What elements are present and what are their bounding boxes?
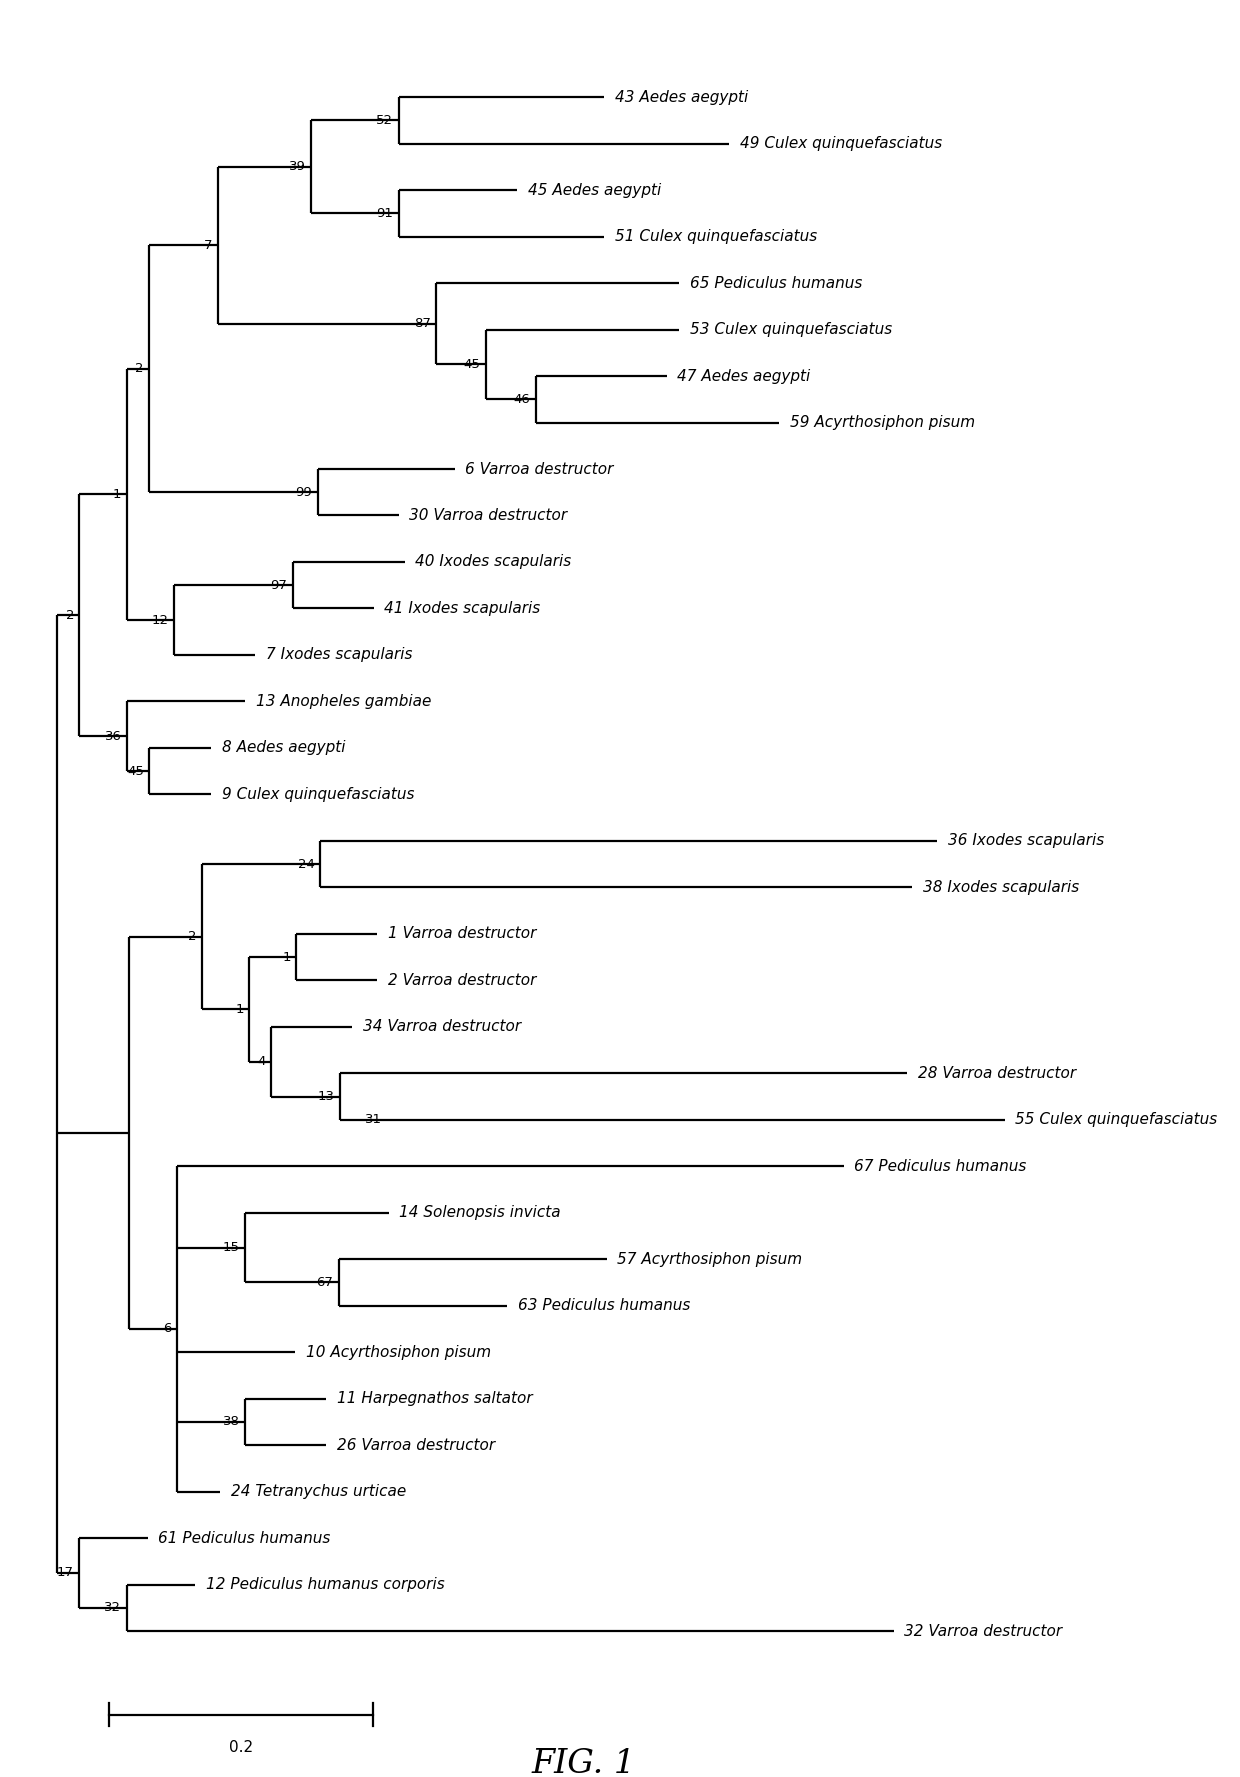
Text: 17: 17 (57, 1567, 74, 1580)
Text: 13 Anopheles gambiae: 13 Anopheles gambiae (255, 693, 432, 709)
Text: 61 Pediculus humanus: 61 Pediculus humanus (159, 1530, 331, 1546)
Text: 65 Pediculus humanus: 65 Pediculus humanus (689, 275, 862, 291)
Text: 6 Varroa destructor: 6 Varroa destructor (465, 462, 614, 476)
Text: 9 Culex quinquefasciatus: 9 Culex quinquefasciatus (222, 787, 414, 801)
Text: 63 Pediculus humanus: 63 Pediculus humanus (517, 1299, 689, 1313)
Text: 24: 24 (298, 858, 315, 871)
Text: 97: 97 (270, 579, 288, 592)
Text: 0.2: 0.2 (229, 1740, 253, 1756)
Text: 43 Aedes aegypti: 43 Aedes aegypti (615, 89, 748, 105)
Text: 7 Ixodes scapularis: 7 Ixodes scapularis (265, 647, 412, 663)
Text: FIG. 1: FIG. 1 (532, 1749, 636, 1777)
Text: 57 Acyrthosiphon pisum: 57 Acyrthosiphon pisum (618, 1251, 802, 1267)
Text: 46: 46 (513, 393, 531, 405)
Text: 4: 4 (258, 1056, 267, 1068)
Text: 39: 39 (289, 160, 306, 174)
Text: 99: 99 (295, 485, 312, 499)
Text: 11 Harpegnathos saltator: 11 Harpegnathos saltator (337, 1391, 532, 1406)
Text: 12 Pediculus humanus corporis: 12 Pediculus humanus corporis (206, 1578, 445, 1592)
Text: 34 Varroa destructor: 34 Varroa destructor (363, 1020, 521, 1034)
Text: 6: 6 (162, 1322, 171, 1336)
Text: 55 Culex quinquefasciatus: 55 Culex quinquefasciatus (1016, 1112, 1218, 1127)
Text: 14 Solenopsis invicta: 14 Solenopsis invicta (399, 1205, 560, 1221)
Text: 59 Acyrthosiphon pisum: 59 Acyrthosiphon pisum (790, 416, 975, 430)
Text: 2: 2 (187, 929, 196, 944)
Text: 36 Ixodes scapularis: 36 Ixodes scapularis (947, 833, 1104, 848)
Text: 36: 36 (104, 730, 122, 743)
Text: 32 Varroa destructor: 32 Varroa destructor (904, 1624, 1063, 1638)
Text: 15: 15 (223, 1240, 239, 1255)
Text: 28 Varroa destructor: 28 Varroa destructor (918, 1066, 1076, 1080)
Text: 45: 45 (126, 764, 144, 778)
Text: 41 Ixodes scapularis: 41 Ixodes scapularis (384, 601, 541, 617)
Text: 52: 52 (376, 114, 393, 126)
Text: 38 Ixodes scapularis: 38 Ixodes scapularis (923, 880, 1079, 896)
Text: 32: 32 (104, 1601, 122, 1614)
Text: 1: 1 (283, 951, 291, 963)
Text: 87: 87 (414, 318, 430, 331)
Text: 7: 7 (203, 238, 212, 252)
Text: 1: 1 (113, 489, 122, 501)
Text: 67 Pediculus humanus: 67 Pediculus humanus (854, 1159, 1027, 1175)
Text: 2 Varroa destructor: 2 Varroa destructor (388, 972, 536, 988)
Text: 2: 2 (66, 610, 74, 622)
Text: 30 Varroa destructor: 30 Varroa destructor (409, 508, 567, 522)
Text: 49 Culex quinquefasciatus: 49 Culex quinquefasciatus (739, 137, 942, 151)
Text: 91: 91 (377, 206, 393, 220)
Text: 1 Varroa destructor: 1 Varroa destructor (388, 926, 536, 942)
Text: 26 Varroa destructor: 26 Varroa destructor (337, 1438, 495, 1452)
Text: 12: 12 (151, 613, 169, 627)
Text: 2: 2 (135, 363, 144, 375)
Text: 10 Acyrthosiphon pisum: 10 Acyrthosiphon pisum (305, 1345, 491, 1359)
Text: 45 Aedes aegypti: 45 Aedes aegypti (527, 183, 661, 197)
Text: 38: 38 (223, 1416, 239, 1429)
Text: 40 Ixodes scapularis: 40 Ixodes scapularis (415, 554, 572, 569)
Text: 47 Aedes aegypti: 47 Aedes aegypti (677, 368, 811, 384)
Text: 53 Culex quinquefasciatus: 53 Culex quinquefasciatus (689, 322, 892, 338)
Text: 13: 13 (317, 1089, 335, 1104)
Text: 1: 1 (236, 1002, 243, 1016)
Text: 45: 45 (464, 357, 481, 371)
Text: 51 Culex quinquefasciatus: 51 Culex quinquefasciatus (615, 229, 817, 243)
Text: 24 Tetranychus urticae: 24 Tetranychus urticae (231, 1484, 405, 1500)
Text: 31: 31 (365, 1112, 382, 1127)
Text: 67: 67 (316, 1276, 334, 1288)
Text: 8 Aedes aegypti: 8 Aedes aegypti (222, 741, 346, 755)
